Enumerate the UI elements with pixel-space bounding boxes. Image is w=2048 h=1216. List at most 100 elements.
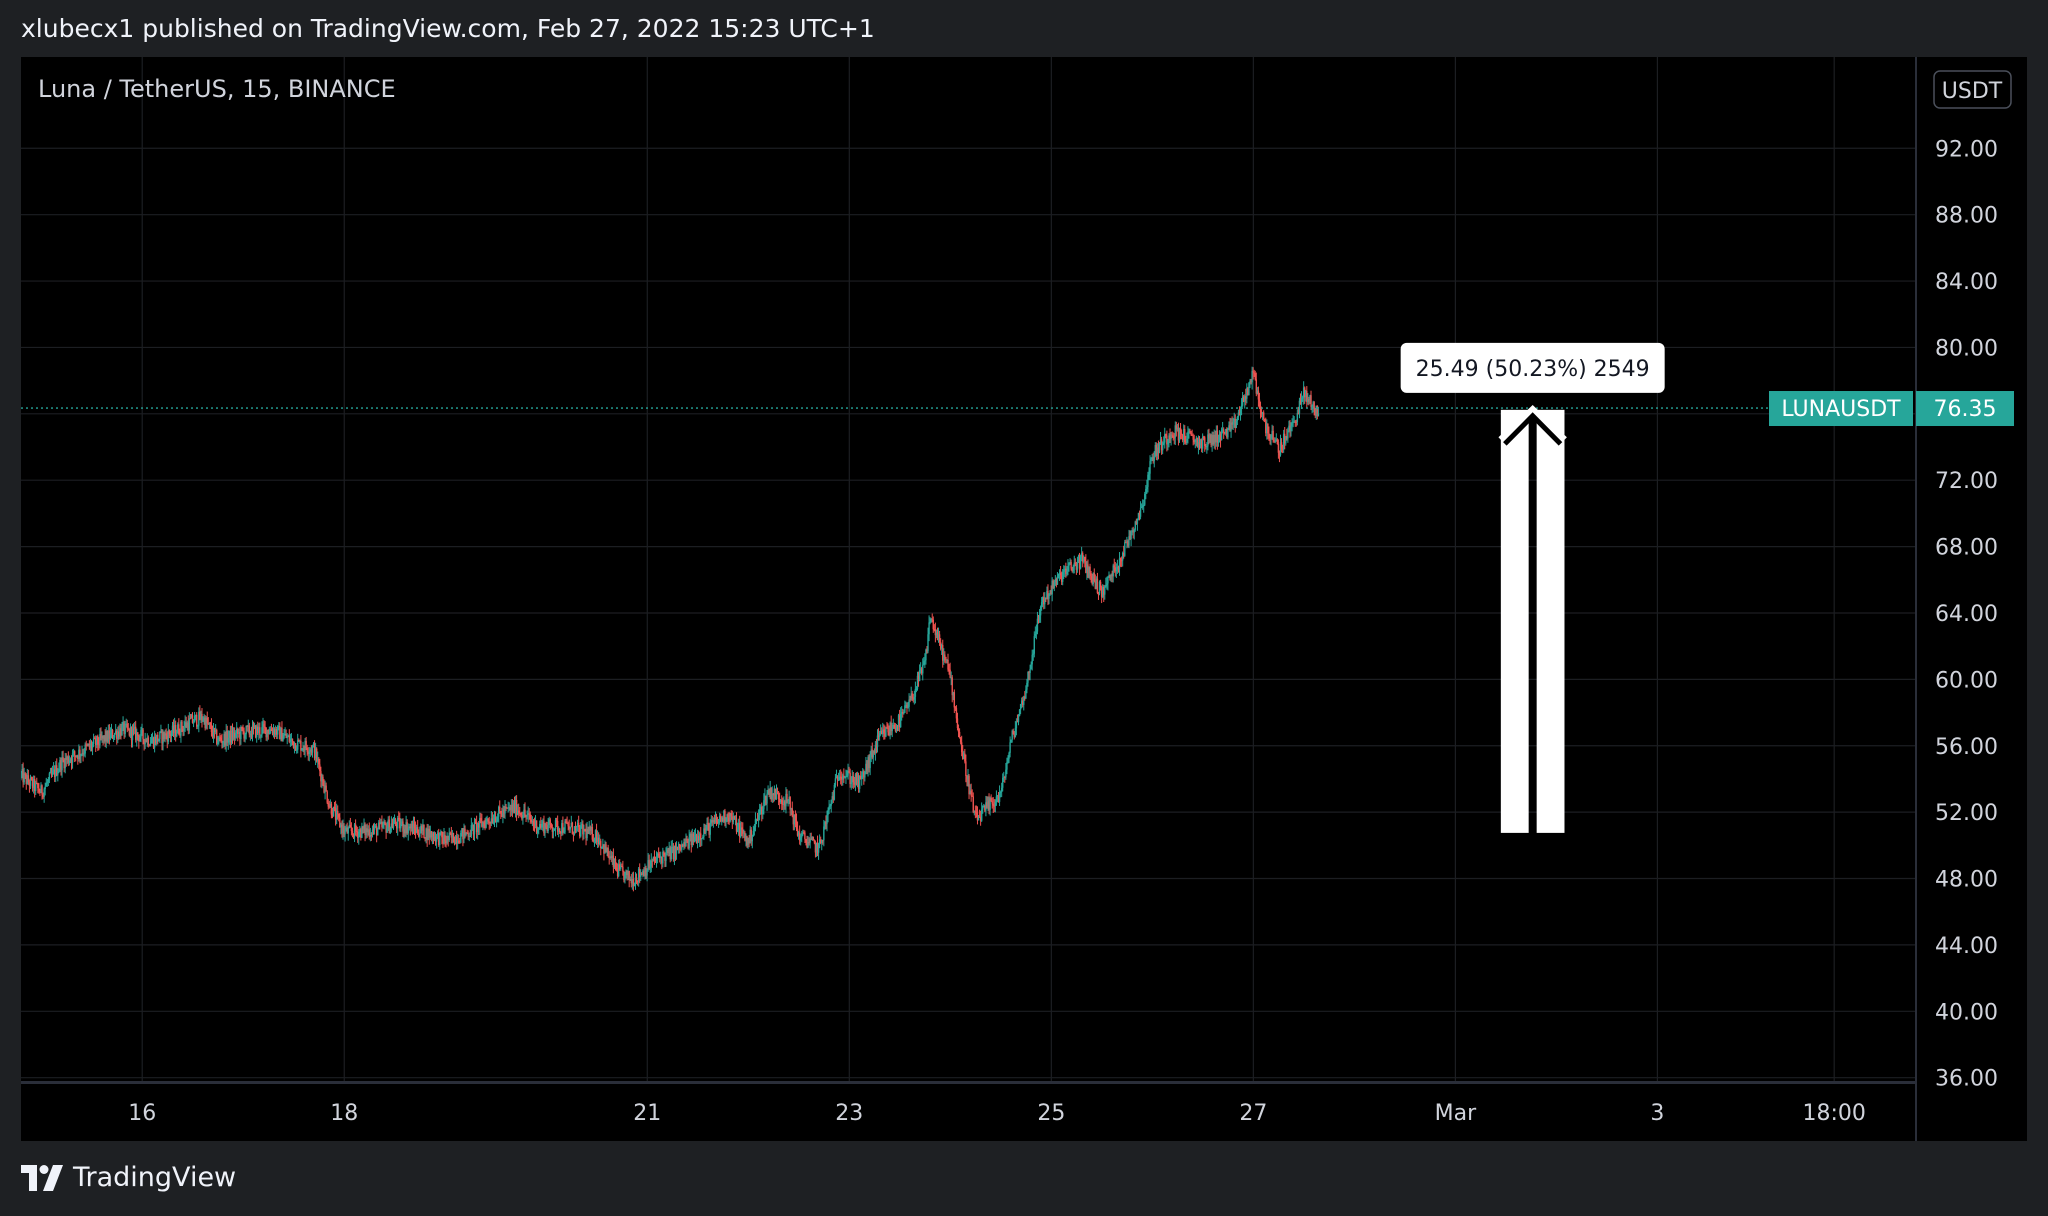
candle-body: [439, 832, 441, 846]
candle-body: [595, 830, 598, 843]
candle-body: [1083, 557, 1085, 562]
candle-body: [535, 820, 538, 833]
candle-body: [210, 724, 213, 733]
candle-body: [964, 753, 966, 762]
candle-body: [562, 823, 564, 833]
candle-body: [684, 842, 686, 847]
candle-body: [161, 730, 163, 744]
candle-body: [676, 846, 679, 851]
price-chart[interactable]: 25.49 (50.23%) 2549 36.00 40.00 44.00 48.00…: [21, 57, 2027, 1141]
candle-body: [237, 728, 239, 734]
candle-body: [755, 819, 758, 821]
chart-panel[interactable]: 25.49 (50.23%) 2549 36.00 40.00 44.00 48.00…: [21, 57, 2027, 1141]
candle-body: [1123, 552, 1125, 556]
candle-body: [312, 743, 315, 747]
candle-body: [606, 847, 608, 853]
ticker-label: LUNAUSDT: [1781, 397, 1901, 422]
price-tick-label: 56.00: [1935, 735, 1998, 760]
candle-body: [413, 823, 416, 829]
candle-body: [189, 718, 192, 720]
candle-body: [23, 773, 25, 783]
price-tick-label: 92.00: [1935, 137, 1998, 162]
candle-body: [310, 749, 313, 753]
candle-body: [128, 728, 131, 736]
candle-body: [32, 778, 35, 788]
candle-body: [1292, 421, 1294, 423]
candle-body: [857, 775, 860, 789]
candle-body: [1108, 575, 1110, 578]
candle-body: [1258, 399, 1261, 409]
candle-body: [66, 756, 68, 760]
candle-body: [642, 870, 644, 875]
candle-body: [993, 805, 996, 807]
candle-body: [408, 826, 410, 829]
candle-body: [320, 771, 322, 782]
price-axis[interactable]: 36.00 40.00 44.00 48.00 52.00 56.00 60.00 64.00…: [1935, 137, 1998, 1091]
candle-body: [1045, 597, 1047, 599]
candle-body: [1171, 434, 1173, 436]
candle-body: [548, 819, 550, 826]
time-axis[interactable]: 16 18 21 23 25 27 Mar 3 18:00: [128, 1101, 1866, 1126]
candle-body: [137, 732, 139, 736]
candle-body: [1228, 425, 1230, 428]
candle-body: [1024, 696, 1026, 699]
candle-body: [1007, 758, 1009, 763]
candle-body: [1204, 437, 1206, 446]
candle-body: [984, 805, 986, 811]
currency-button-frame[interactable]: [1933, 70, 2012, 109]
candle-body: [714, 817, 717, 823]
candle-body: [725, 821, 727, 823]
candle-body: [478, 822, 480, 828]
candle-body: [1289, 425, 1291, 432]
candle-body: [1163, 442, 1165, 444]
candle-body: [498, 806, 500, 817]
candle-body: [113, 733, 116, 738]
candle-body: [863, 771, 865, 778]
candle-body: [958, 731, 961, 738]
candle-body: [1232, 421, 1234, 425]
candle-body: [105, 731, 107, 742]
candle-body: [77, 755, 79, 760]
candle-body: [354, 824, 357, 832]
candle-body: [98, 744, 100, 746]
candle-body: [987, 800, 989, 807]
candle-body: [588, 826, 590, 834]
candle-body: [1053, 582, 1055, 589]
footer-brand[interactable]: TradingView: [21, 1162, 236, 1193]
candle-body: [93, 738, 96, 740]
candle-body: [645, 867, 647, 876]
candle-body: [631, 879, 634, 884]
candle-body: [1216, 430, 1219, 443]
candle-body: [630, 879, 632, 884]
candle-body: [678, 843, 681, 849]
candle-body: [1239, 408, 1242, 415]
candle-body: [120, 728, 122, 736]
candle-body: [1151, 457, 1153, 460]
candle-body: [667, 849, 669, 853]
candle-body: [686, 838, 688, 842]
price-range-measure[interactable]: 25.49 (50.23%) 2549: [1400, 342, 1665, 833]
candle-body: [125, 723, 127, 725]
candle-body: [956, 718, 959, 729]
candle-body: [121, 725, 123, 736]
candle-body: [1111, 574, 1113, 577]
candle-body: [767, 790, 769, 794]
candle-body: [291, 738, 294, 742]
candle-body: [1221, 429, 1224, 431]
candle-body: [1194, 439, 1196, 443]
candle-body: [445, 841, 447, 843]
candle-body: [1186, 438, 1188, 443]
candle-body: [1076, 562, 1079, 570]
price-tick-label: 80.00: [1935, 336, 1998, 361]
candle-body: [338, 813, 340, 818]
candle-body: [522, 817, 524, 819]
candle-body: [300, 740, 302, 751]
candle-body: [903, 712, 905, 714]
candle-body: [731, 816, 734, 822]
candle-body: [236, 728, 238, 734]
candle-body: [1260, 411, 1263, 415]
currency-button[interactable]: USDT: [1942, 79, 2003, 104]
candle-body: [1064, 568, 1066, 570]
candle-body: [796, 828, 799, 836]
candle-body: [239, 731, 241, 740]
